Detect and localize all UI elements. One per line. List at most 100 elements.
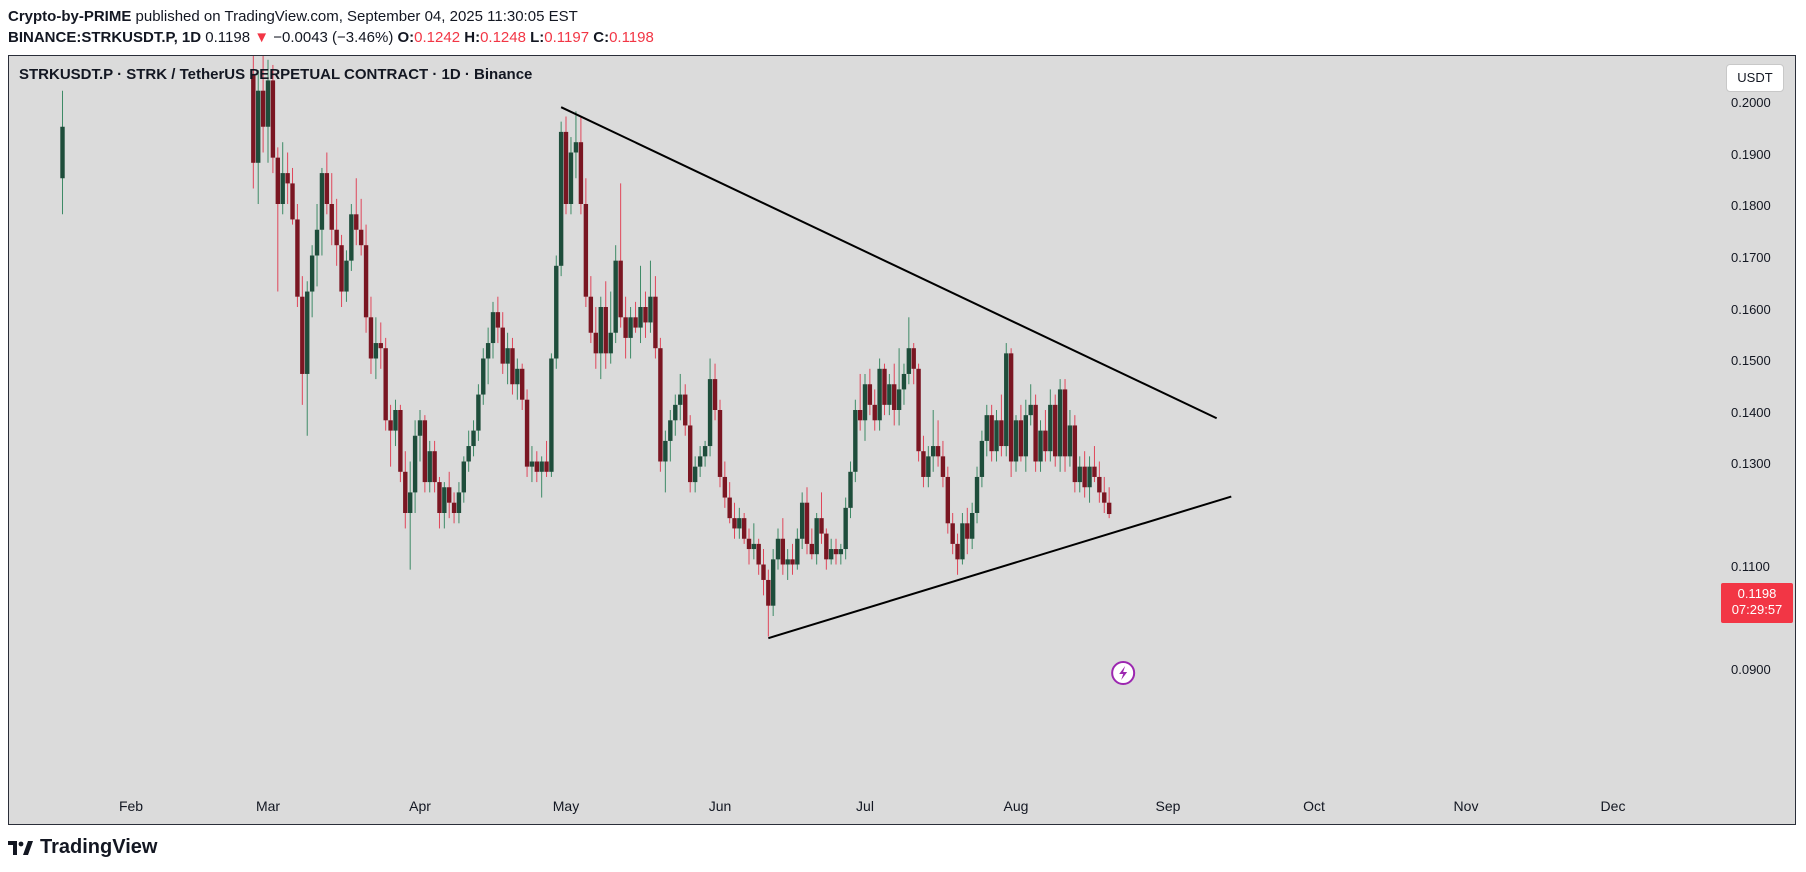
candle-body-down — [563, 131, 569, 204]
open-value: 0.1242 — [414, 29, 461, 46]
candle-body-up — [770, 559, 776, 606]
candle-body-up — [393, 410, 398, 431]
candlestick-chart[interactable] — [9, 56, 1796, 825]
candle-body-up — [692, 466, 698, 483]
candle-body-up — [795, 538, 800, 565]
candle-body-down — [761, 564, 766, 580]
candle-body-down — [403, 471, 408, 513]
candle-body-up — [814, 518, 819, 555]
candle-body-up — [456, 492, 462, 513]
candle-body-up — [673, 404, 678, 421]
candle-body-down — [882, 368, 887, 405]
candle-body-down — [804, 502, 810, 544]
resistance-trendline[interactable] — [560, 106, 1218, 420]
candle-body-down — [643, 307, 648, 323]
candle-body-up — [265, 80, 271, 127]
candle-body-down — [955, 543, 960, 560]
candle-body-up — [539, 461, 544, 472]
candle-body-down — [260, 90, 266, 127]
change-value: −0.0043 (−3.46%) — [273, 29, 394, 46]
candle-body-down — [1018, 420, 1024, 457]
candle-body-down — [717, 410, 723, 477]
candle-body-down — [857, 410, 863, 421]
currency-button[interactable]: USDT — [1726, 64, 1784, 92]
tradingview-logo[interactable]: TradingView — [8, 836, 157, 859]
candle-body-up — [960, 523, 965, 560]
candle-body-up — [843, 507, 848, 550]
time-tick: Mar — [255, 798, 281, 814]
time-tick: Feb — [118, 798, 144, 814]
candle-body-up — [1087, 466, 1092, 488]
candle-body-up — [573, 142, 579, 153]
close-label: C: — [593, 29, 610, 46]
chart-frame: STRKUSDT.P · STRK / TetherUS PERPETUAL C… — [8, 55, 1796, 825]
candle-body-up — [862, 384, 868, 421]
candle-body-down — [388, 420, 393, 431]
candle-body-down — [989, 415, 994, 452]
candle-body-up — [979, 440, 985, 477]
symbol-line: BINANCE:STRKUSDT.P, 1D — [8, 29, 202, 46]
candle-body-up — [994, 420, 999, 452]
tradingview-logo-icon — [8, 840, 33, 855]
candle-body-down — [251, 75, 256, 163]
candle-body-down — [295, 219, 300, 297]
last-price-badge: 0.1198 07:29:57 — [1721, 583, 1793, 623]
candle-body-up — [901, 373, 907, 390]
candle-body-up — [1038, 430, 1043, 462]
support-trendline[interactable] — [768, 495, 1232, 640]
price-axis[interactable] — [1713, 56, 1795, 824]
candle-body-up — [490, 312, 496, 344]
candle-body-down — [588, 296, 594, 333]
candle-body-down — [290, 183, 295, 220]
candle-body-up — [628, 317, 633, 338]
candle-body-down — [437, 482, 442, 513]
candle-body-down — [732, 518, 737, 529]
candle-body-up — [466, 446, 471, 462]
candle-body-up — [707, 379, 713, 447]
candle-body-down — [520, 368, 525, 400]
candle-body-down — [354, 214, 359, 230]
price-tick: 0.2000 — [1731, 95, 1771, 110]
candle-body-down — [633, 317, 638, 328]
time-tick: Jun — [708, 798, 732, 814]
candle-body-down — [500, 327, 505, 364]
candle-body-up — [549, 358, 554, 472]
candle-body-up — [906, 348, 912, 374]
candle-body-down — [398, 410, 403, 472]
price-tick: 0.1900 — [1731, 147, 1771, 162]
low-label: L: — [530, 29, 545, 46]
candle-body-down — [683, 394, 688, 426]
candle-body-down — [1106, 502, 1112, 515]
candle-body-down — [451, 502, 457, 513]
candle-body-down — [383, 348, 388, 421]
candle-body-down — [495, 312, 501, 328]
candle-body-up — [648, 296, 653, 323]
candle-body-down — [687, 425, 693, 483]
lightning-icon[interactable] — [1111, 661, 1136, 685]
candle-body-up — [485, 343, 491, 359]
candle-body-down — [950, 523, 955, 544]
time-axis[interactable] — [9, 786, 1713, 824]
candle-body-down — [285, 173, 290, 184]
candle-body-up — [1077, 466, 1082, 483]
bar-countdown: 07:29:57 — [1731, 602, 1783, 617]
candle-body-down — [270, 80, 276, 158]
candle-body-up — [848, 471, 853, 508]
candle-body-up — [417, 420, 423, 436]
candle-body-down — [324, 173, 330, 204]
candle-body-up — [1013, 420, 1019, 462]
candle-body-down — [1033, 404, 1038, 462]
candle-body-up — [969, 513, 975, 539]
candle-body-down — [618, 260, 623, 318]
candle-body-down — [999, 420, 1004, 447]
candle-body-down — [833, 549, 839, 555]
open-label: O: — [397, 29, 415, 46]
candle-body-down — [1092, 466, 1097, 477]
candle-body-down — [756, 543, 761, 565]
candle-body-down — [593, 332, 599, 354]
price-tick: 0.1100 — [1731, 559, 1770, 574]
time-tick: Apr — [409, 798, 431, 814]
author-name[interactable]: Crypto-by-PRIME — [8, 8, 132, 25]
candle-body-up — [558, 131, 564, 266]
candle-body-up — [407, 492, 413, 513]
